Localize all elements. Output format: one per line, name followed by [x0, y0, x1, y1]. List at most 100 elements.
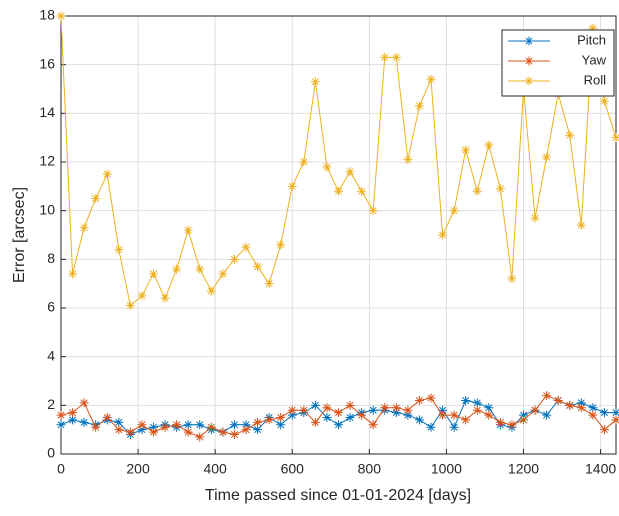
marker	[507, 274, 516, 283]
marker	[137, 420, 146, 429]
marker	[588, 411, 597, 420]
marker	[218, 428, 227, 437]
marker	[184, 226, 193, 235]
x-tick-label: 600	[281, 461, 305, 477]
marker	[184, 428, 193, 437]
marker	[276, 240, 285, 249]
marker	[427, 394, 436, 403]
marker	[415, 396, 424, 405]
marker	[542, 391, 551, 400]
marker	[346, 167, 355, 176]
y-tick-label: 6	[47, 299, 55, 315]
marker	[253, 262, 262, 271]
marker	[415, 102, 424, 111]
x-axis-label: Time passed since 01-01-2024 [days]	[205, 487, 471, 504]
marker	[554, 396, 563, 405]
legend-marker	[525, 37, 534, 46]
y-tick-label: 8	[47, 250, 55, 266]
legend-label: Pitch	[577, 32, 606, 47]
marker	[103, 170, 112, 179]
marker	[299, 158, 308, 167]
marker	[91, 194, 100, 203]
marker	[369, 420, 378, 429]
marker	[137, 291, 146, 300]
marker	[450, 206, 459, 215]
marker	[380, 403, 389, 412]
marker	[346, 401, 355, 410]
marker	[565, 131, 574, 140]
marker	[161, 423, 170, 432]
marker	[80, 418, 89, 427]
marker	[265, 415, 274, 424]
marker	[461, 396, 470, 405]
marker	[322, 403, 331, 412]
marker	[461, 145, 470, 154]
marker	[542, 411, 551, 420]
marker	[68, 408, 77, 417]
marker	[311, 401, 320, 410]
marker	[600, 408, 609, 417]
marker	[322, 413, 331, 422]
marker	[195, 420, 204, 429]
x-tick-label: 400	[203, 461, 227, 477]
y-tick-label: 0	[47, 445, 55, 461]
marker	[126, 428, 135, 437]
marker	[242, 425, 251, 434]
x-tick-label: 0	[57, 461, 65, 477]
marker	[484, 140, 493, 149]
marker	[80, 398, 89, 407]
marker	[57, 12, 66, 21]
marker	[149, 269, 158, 278]
x-tick-label: 800	[358, 461, 382, 477]
marker	[357, 411, 366, 420]
marker	[392, 403, 401, 412]
marker	[473, 187, 482, 196]
marker	[577, 221, 586, 230]
marker	[450, 411, 459, 420]
marker	[114, 245, 123, 254]
marker	[600, 425, 609, 434]
y-tick-label: 10	[39, 201, 55, 217]
marker	[334, 420, 343, 429]
marker	[57, 411, 66, 420]
marker	[114, 425, 123, 434]
marker	[68, 269, 77, 278]
marker	[577, 403, 586, 412]
marker	[91, 423, 100, 432]
marker	[161, 294, 170, 303]
marker	[403, 155, 412, 164]
marker	[172, 265, 181, 274]
marker	[473, 406, 482, 415]
x-tick-label: 200	[126, 461, 150, 477]
marker	[126, 301, 135, 310]
marker	[438, 231, 447, 240]
marker	[334, 408, 343, 417]
y-axis-label: Error [arcsec]	[11, 187, 28, 283]
marker	[415, 415, 424, 424]
marker	[369, 406, 378, 415]
marker	[230, 420, 239, 429]
y-tick-label: 16	[39, 55, 55, 71]
x-tick-label: 1200	[508, 461, 539, 477]
marker	[484, 411, 493, 420]
marker	[531, 406, 540, 415]
marker	[369, 206, 378, 215]
marker	[288, 182, 297, 191]
legend-label: Roll	[584, 72, 607, 87]
legend-label: Yaw	[582, 52, 607, 67]
x-tick-label: 1000	[431, 461, 462, 477]
marker	[218, 269, 227, 278]
marker	[322, 162, 331, 171]
y-tick-label: 4	[47, 347, 55, 363]
marker	[438, 411, 447, 420]
marker	[172, 420, 181, 429]
marker	[195, 265, 204, 274]
marker	[195, 432, 204, 441]
marker	[565, 401, 574, 410]
marker	[496, 418, 505, 427]
marker	[242, 243, 251, 252]
marker	[207, 286, 216, 295]
y-tick-label: 14	[39, 104, 55, 120]
y-tick-label: 12	[39, 153, 55, 169]
marker	[507, 420, 516, 429]
